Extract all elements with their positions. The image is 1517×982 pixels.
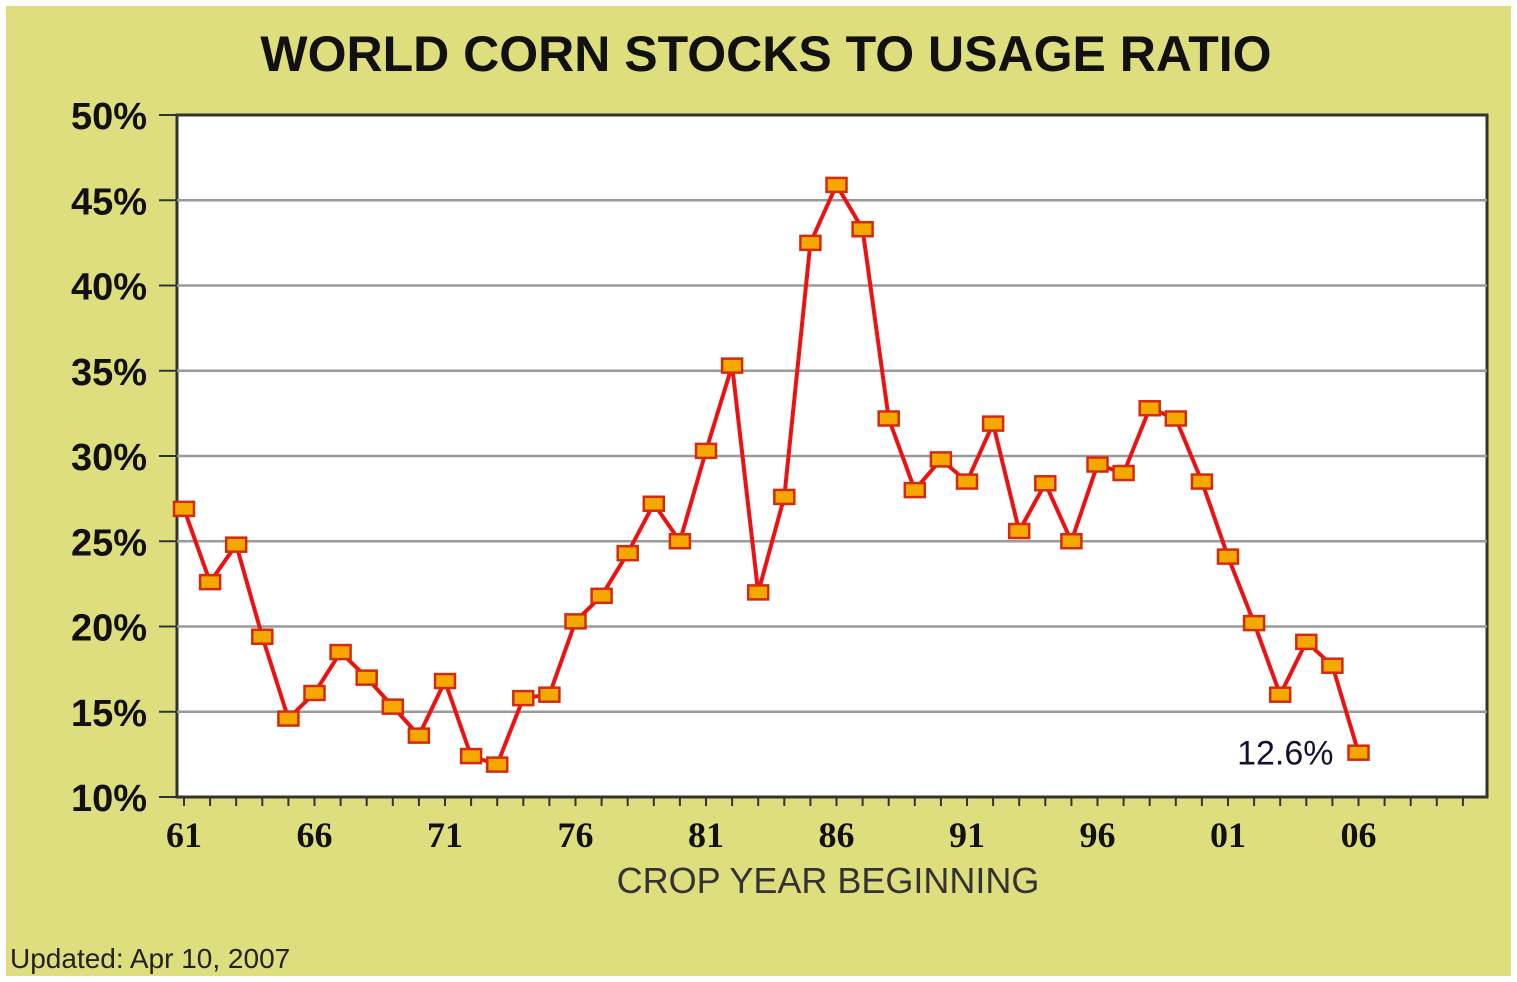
data-point-marker	[1034, 475, 1057, 492]
data-point-marker	[1268, 686, 1292, 703]
marker-group	[172, 176, 1370, 773]
data-point-marker	[955, 473, 979, 490]
data-point-marker	[512, 689, 535, 707]
data-point-marker	[355, 669, 378, 686]
y-tick-label: 20%	[71, 608, 147, 650]
data-point-marker	[694, 442, 718, 460]
data-point-marker	[485, 756, 509, 773]
data-point-marker	[1295, 633, 1318, 651]
x-tick-label: 81	[688, 815, 724, 855]
y-tick-label: 30%	[71, 437, 147, 479]
data-point-marker	[329, 643, 352, 661]
data-point-marker	[1086, 456, 1109, 473]
data-point-marker	[1112, 464, 1135, 482]
x-tick-label: 01	[1210, 815, 1246, 855]
data-point-marker	[590, 587, 613, 605]
chart-title: WORLD CORN STOCKS TO USAGE RATIO	[260, 26, 1271, 82]
data-point-marker	[825, 176, 848, 194]
y-tick-label: 35%	[71, 352, 147, 394]
data-point-marker	[564, 613, 587, 630]
x-tick-label: 96	[1080, 815, 1116, 855]
data-point-marker	[981, 415, 1005, 432]
x-tick-label: 71	[427, 815, 463, 855]
data-point-marker	[1321, 657, 1344, 674]
updated-date: Updated: Apr 10, 2007	[10, 943, 290, 974]
data-point-marker	[277, 710, 300, 727]
x-axis-ticks: 61 66 71 76 81 86 91 96 01 06	[166, 797, 1464, 855]
y-tick-label: 40%	[71, 267, 147, 309]
series-line	[182, 182, 1361, 767]
x-tick-label: 86	[819, 815, 855, 855]
data-point-marker	[433, 672, 457, 690]
series-line-group	[182, 182, 1361, 767]
data-point-marker	[1216, 548, 1240, 565]
data-point-marker	[172, 500, 196, 518]
data-point-marker	[459, 747, 483, 765]
y-tick-label: 45%	[71, 181, 147, 223]
y-axis-ticks: 10% 15% 20% 25% 30% 35% 40% 45% 50%	[71, 96, 177, 820]
data-point-marker	[1242, 614, 1266, 632]
x-tick-label: 76	[558, 815, 594, 855]
x-tick-label: 61	[166, 815, 202, 855]
chart-svg: WORLD CORN STOCKS TO USAGE RATIO 10% 15% 2…	[10, 26, 1489, 974]
x-axis-label: CROP YEAR BEGINNING	[617, 860, 1040, 901]
data-point-marker	[1164, 410, 1188, 427]
y-tick-label: 15%	[71, 693, 147, 735]
last-value-annotation: 12.6%	[1237, 735, 1333, 773]
x-tick-label: 91	[949, 815, 985, 855]
data-point-marker	[407, 727, 431, 744]
y-tick-label: 25%	[71, 522, 147, 564]
data-point-marker	[224, 536, 248, 553]
data-point-marker	[1060, 533, 1083, 550]
data-point-marker	[799, 234, 822, 252]
data-point-marker	[642, 495, 666, 512]
x-tick-label: 06	[1341, 815, 1377, 855]
data-point-marker	[668, 533, 692, 550]
data-point-marker	[1138, 400, 1161, 417]
data-point-marker	[381, 698, 405, 715]
data-point-marker	[929, 451, 953, 468]
data-point-marker	[877, 410, 900, 427]
y-tick-label: 10%	[71, 778, 147, 820]
data-point-marker	[303, 684, 326, 702]
data-point-marker	[1347, 744, 1370, 761]
data-point-marker	[1190, 473, 1214, 490]
data-point-marker	[251, 628, 274, 645]
data-point-marker	[198, 573, 222, 591]
data-point-marker	[720, 357, 744, 374]
data-point-marker	[538, 686, 561, 703]
data-point-marker	[746, 584, 770, 601]
data-point-marker	[1007, 522, 1031, 540]
chart-frame: WORLD CORN STOCKS TO USAGE RATIO 10% 15% 2…	[6, 6, 1511, 976]
data-point-marker	[851, 220, 874, 238]
data-point-marker	[773, 488, 796, 506]
y-tick-label: 50%	[71, 96, 147, 138]
x-tick-label: 66	[297, 815, 333, 855]
data-point-marker	[903, 481, 927, 499]
data-point-marker	[616, 544, 639, 562]
